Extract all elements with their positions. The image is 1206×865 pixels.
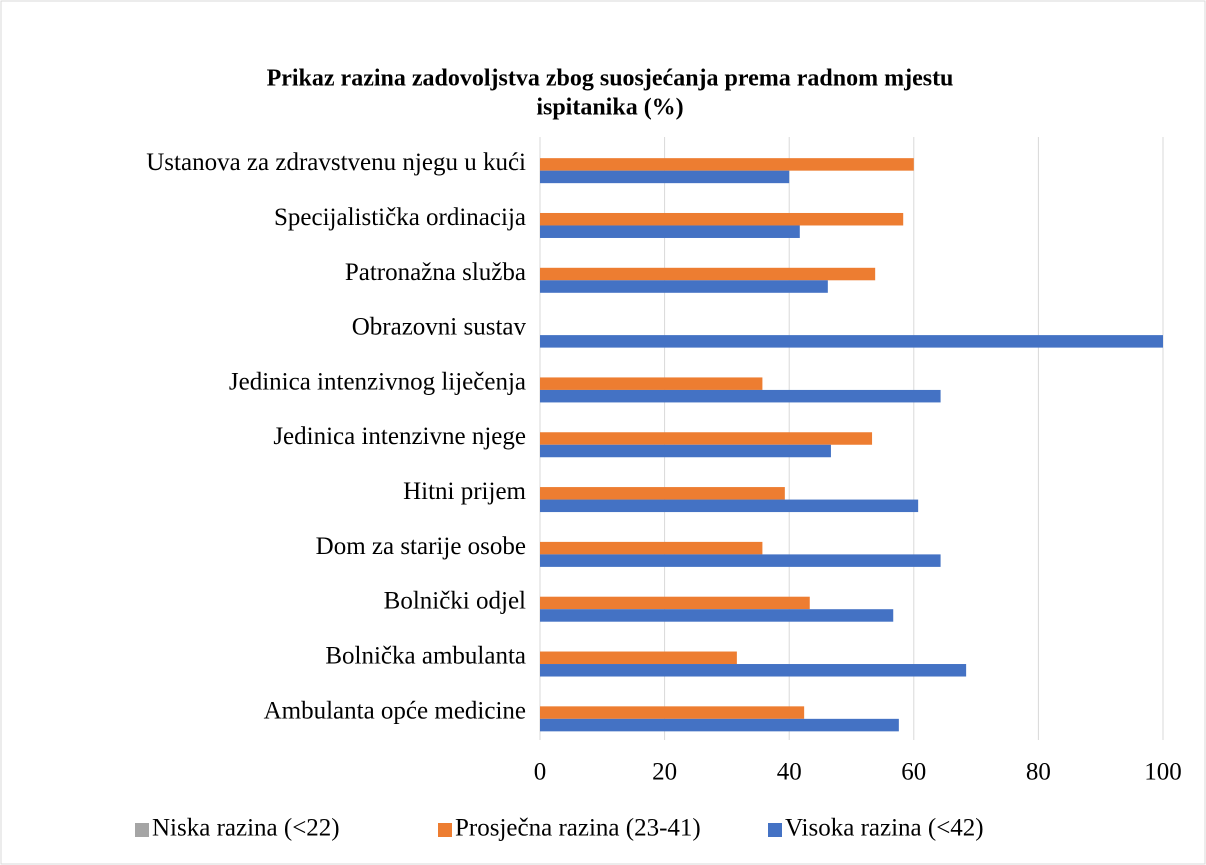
y-tick-label: Ambulanta opće medicine — [264, 697, 526, 724]
bar — [540, 377, 763, 390]
legend-swatch — [135, 823, 149, 837]
legend-label: Niska razina (<22) — [152, 815, 340, 842]
bar — [540, 541, 763, 555]
bar — [540, 335, 1163, 348]
bar — [540, 389, 941, 403]
bar — [540, 664, 967, 677]
bar — [540, 596, 810, 610]
y-tick-label: Specijalistička ordinacija — [274, 204, 526, 231]
x-tick-label: 20 — [652, 759, 677, 786]
y-tick-label: Patronažna služba — [345, 259, 526, 286]
bar — [540, 280, 828, 293]
bar — [540, 499, 919, 513]
bar — [540, 706, 805, 719]
bar — [540, 170, 790, 184]
chart-title: ispitanika (%) — [536, 95, 683, 121]
bar — [540, 609, 894, 622]
x-tick-label: 0 — [534, 759, 547, 786]
bar — [540, 212, 904, 226]
x-tick-label: 40 — [777, 759, 802, 786]
bar — [540, 267, 876, 281]
bar — [540, 432, 873, 445]
x-tick-label: 60 — [901, 759, 926, 786]
legend-swatch — [768, 823, 782, 837]
bar — [540, 444, 831, 458]
chart-title: Prikaz razina zadovoljstva zbog suosjeća… — [267, 66, 954, 92]
x-tick-label: 100 — [1144, 759, 1182, 786]
y-tick-label: Bolnički odjel — [384, 588, 526, 615]
legend-swatch — [438, 823, 452, 837]
y-tick-label: Jedinica intenzivne njege — [273, 423, 526, 450]
y-tick-label: Obrazovni sustav — [352, 314, 527, 341]
legend-label: Visoka razina (<42) — [785, 815, 984, 842]
legend-label: Prosječna razina (23-41) — [455, 815, 701, 842]
bar — [540, 487, 785, 500]
y-tick-label: Bolnička ambulanta — [325, 643, 526, 670]
bar — [540, 225, 800, 238]
y-tick-label: Jedinica intenzivnog liječenja — [229, 368, 526, 395]
bar — [540, 651, 737, 665]
x-tick-label: 80 — [1026, 759, 1051, 786]
bar — [540, 158, 914, 171]
y-tick-label: Dom za starije osobe — [316, 533, 526, 560]
bar — [540, 718, 899, 732]
y-tick-label: Ustanova za zdravstvenu njegu u kući — [146, 149, 526, 176]
y-tick-label: Hitni prijem — [403, 478, 526, 505]
bar — [540, 554, 941, 567]
